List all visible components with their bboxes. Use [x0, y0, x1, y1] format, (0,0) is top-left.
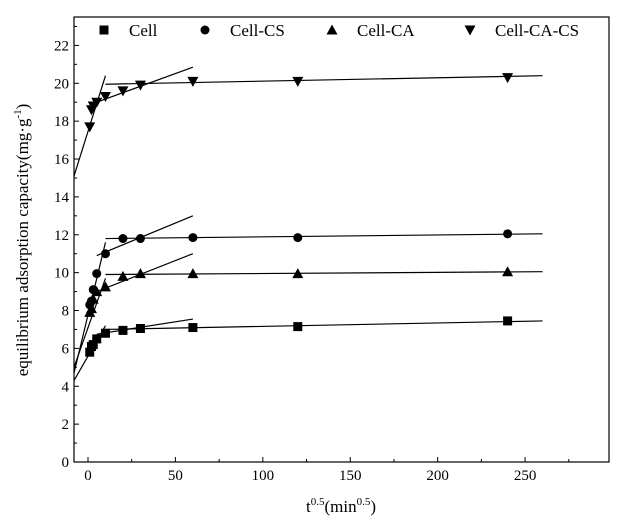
fit-lines	[73, 66, 543, 381]
data-point	[84, 122, 96, 133]
x-axis-unit-pre: (min	[324, 497, 357, 516]
data-point	[187, 76, 199, 87]
x-tick-label: 50	[168, 468, 183, 484]
x-axis-unit-post: )	[370, 497, 376, 516]
data-points	[84, 73, 514, 357]
data-point	[503, 229, 513, 239]
data-point	[118, 325, 128, 335]
plot-area	[73, 16, 610, 463]
data-point	[135, 324, 145, 333]
x-tick-label: 150	[339, 468, 362, 484]
x-tick-label: 250	[514, 468, 537, 484]
fit-line	[105, 233, 543, 240]
data-point	[117, 270, 129, 281]
axis-tick-labels: 0 50 100 150 200 250 0 2 4 6 8 10 12 14 16 18 20 22	[54, 38, 536, 484]
data-point	[293, 233, 303, 243]
fit-line	[96, 66, 194, 103]
data-point	[293, 322, 303, 332]
data-point	[85, 347, 95, 357]
y-tick-label: 18	[54, 114, 69, 130]
data-point	[99, 92, 111, 103]
data-point	[88, 340, 98, 350]
data-point	[135, 234, 145, 244]
data-point	[92, 269, 102, 279]
legend-marker	[326, 24, 338, 35]
legend-label: Cell-CA-CS	[495, 21, 579, 40]
data-point	[100, 249, 110, 259]
legend-marker	[200, 25, 210, 35]
x-tick-label: 200	[426, 468, 449, 484]
fit-line	[105, 320, 543, 331]
y-tick-label: 0	[62, 455, 70, 471]
data-point	[292, 76, 304, 87]
fit-line	[96, 215, 194, 257]
y-tick-label: 16	[54, 152, 70, 168]
y-tick-label: 10	[54, 266, 69, 282]
data-point	[87, 293, 99, 304]
fit-line	[105, 75, 543, 85]
y-tick-label: 4	[62, 379, 70, 395]
data-point	[91, 97, 103, 108]
y-tick-label: 2	[62, 417, 70, 433]
data-point	[292, 268, 304, 279]
data-point	[503, 316, 513, 326]
axis-ticks	[74, 25, 570, 463]
data-point	[134, 268, 146, 279]
y-tick-label: 14	[54, 190, 70, 206]
fit-line	[96, 253, 194, 293]
data-point	[118, 234, 128, 244]
y-axis-label: equilibrium adsorption capacity(mg·g	[13, 118, 32, 376]
y-tick-label: 12	[54, 228, 69, 244]
x-tick-label: 0	[84, 468, 92, 484]
plot-border	[73, 16, 610, 463]
x-axis-label: t	[306, 497, 311, 516]
y-tick-label: 20	[54, 76, 69, 92]
legend-marker	[464, 25, 476, 36]
y-axis-title: equilibrium adsorption capacity(mg·g-1)	[12, 104, 32, 377]
data-point	[117, 86, 129, 97]
data-point	[134, 80, 146, 91]
data-point	[92, 334, 102, 344]
y-tick-label: 22	[54, 38, 69, 54]
y-axis-label-sup: -1	[12, 109, 24, 118]
legend: Cell Cell-CS Cell-CA Cell-CA-CS	[99, 21, 579, 40]
y-tick-label: 6	[62, 341, 70, 357]
data-point	[502, 266, 514, 277]
y-axis-label-post: )	[13, 104, 32, 110]
legend-label: Cell-CA	[357, 21, 415, 40]
data-point	[91, 286, 103, 297]
data-point	[85, 303, 97, 314]
data-point	[99, 281, 111, 292]
fit-line	[105, 271, 543, 276]
y-tick-label: 8	[62, 304, 70, 320]
x-axis-unit-sup: 0.5	[357, 496, 371, 508]
legend-label: Cell-CS	[230, 21, 285, 40]
legend-marker	[99, 25, 109, 35]
data-point	[188, 233, 198, 243]
x-tick-label: 100	[252, 468, 275, 484]
data-point	[187, 268, 199, 279]
x-axis-label-sup: 0.5	[311, 496, 325, 508]
x-axis-title: t0.5(min0.5)	[306, 496, 376, 516]
data-point	[502, 73, 514, 84]
data-point	[100, 328, 110, 338]
data-point	[188, 323, 198, 333]
legend-label: Cell	[129, 21, 158, 40]
